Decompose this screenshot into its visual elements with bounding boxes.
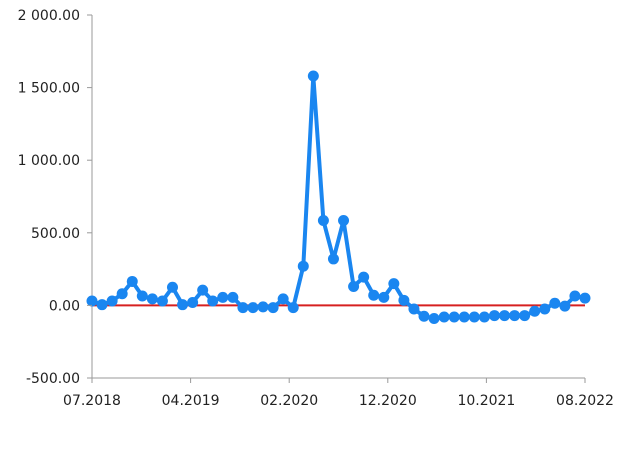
data-point <box>529 305 541 317</box>
data-point <box>257 301 269 313</box>
data-point <box>307 70 319 82</box>
data-point <box>378 291 390 303</box>
data-point <box>448 311 460 323</box>
data-point <box>358 271 370 283</box>
y-tick-label: 1 500.00 <box>18 81 80 97</box>
data-point <box>277 293 289 305</box>
data-point <box>539 303 551 315</box>
y-tick-label: 0.00 <box>49 298 80 314</box>
data-point <box>126 275 138 287</box>
data-point <box>569 290 581 302</box>
data-point <box>207 295 219 307</box>
data-point <box>388 278 400 290</box>
data-point <box>166 281 178 293</box>
data-point <box>549 297 561 309</box>
y-tick-label: -500.00 <box>26 371 80 387</box>
data-point <box>297 260 309 272</box>
data-point <box>177 299 189 311</box>
data-point <box>156 295 168 307</box>
data-point <box>287 302 299 314</box>
data-point <box>86 295 98 307</box>
data-point <box>106 295 118 307</box>
data-point <box>146 293 158 305</box>
data-point <box>187 296 199 308</box>
data-point <box>559 300 571 312</box>
x-tick-label: 02.2020 <box>260 393 318 409</box>
x-tick-label: 04.2019 <box>162 393 220 409</box>
data-point <box>116 288 128 300</box>
data-point <box>478 311 490 323</box>
data-point <box>247 302 259 314</box>
data-point <box>197 284 209 296</box>
data-point <box>317 214 329 226</box>
y-tick-label: 500.00 <box>31 226 80 242</box>
data-point <box>418 310 430 322</box>
data-point <box>428 312 440 324</box>
data-point <box>579 292 591 304</box>
data-point <box>237 302 249 314</box>
data-point <box>217 291 229 303</box>
x-tick-label: 10.2021 <box>457 393 515 409</box>
data-point <box>136 290 148 302</box>
data-point <box>519 310 531 322</box>
x-tick-label: 07.2018 <box>63 393 121 409</box>
data-point <box>408 303 420 315</box>
data-point <box>458 311 470 323</box>
data-point <box>267 302 279 314</box>
data-point <box>327 253 339 265</box>
data-point <box>96 299 108 311</box>
y-tick-label: 1 000.00 <box>18 153 80 169</box>
x-tick-label: 08.2022 <box>556 393 614 409</box>
data-point <box>227 291 239 303</box>
data-point <box>499 310 511 322</box>
data-point <box>468 311 480 323</box>
data-point <box>338 214 350 226</box>
x-tick-label: 12.2020 <box>359 393 417 409</box>
data-point <box>398 294 410 306</box>
series-line <box>90 74 587 321</box>
y-tick-label: 2 000.00 <box>18 8 80 24</box>
data-point <box>368 289 380 301</box>
data-point <box>348 281 360 293</box>
data-point <box>509 310 521 322</box>
data-point <box>438 311 450 323</box>
data-point <box>488 310 500 322</box>
